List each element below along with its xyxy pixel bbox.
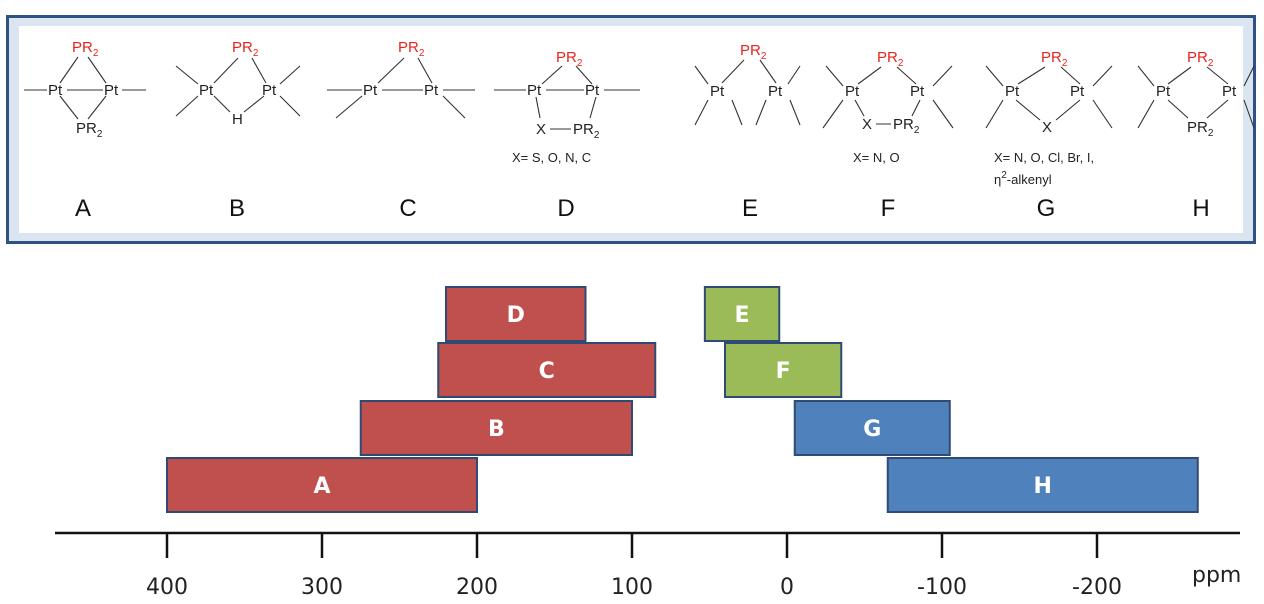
range-bars: A B C D E F G H — [166, 286, 1199, 513]
structure-letter-e: E — [741, 195, 759, 222]
pt-label: Pt — [363, 82, 378, 99]
x-label: X — [1042, 119, 1052, 136]
axis-unit-label: ppm — [1192, 563, 1241, 588]
structure-a: PR2 Pt Pt PR2 — [24, 39, 146, 140]
pr2-label: PR2 — [398, 39, 425, 59]
caption-d: X= S, O, N, C — [512, 150, 591, 165]
range-bar-g — [793, 400, 951, 456]
pr2-label: PR2 — [573, 121, 600, 141]
x-label: X — [862, 116, 872, 133]
pt-label: Pt — [910, 83, 925, 100]
pt-label: Pt — [710, 83, 725, 100]
structure-h: PR2 Pt Pt PR2 — [1137, 49, 1255, 139]
range-bar-d — [445, 286, 587, 342]
pt-label: Pt — [768, 83, 783, 100]
axis-tick-label: 300 — [301, 575, 343, 600]
bond-lines — [327, 57, 475, 119]
structure-g: PR2 Pt Pt X X= N, O, Cl, Br, I, η2-alken… — [985, 49, 1113, 187]
range-bar-c — [437, 342, 657, 398]
structure-c: PR2 Pt Pt — [327, 39, 475, 119]
structure-letter-g: G — [1036, 195, 1056, 222]
pr2-label: PR2 — [740, 42, 767, 62]
pt-label: Pt — [845, 83, 860, 100]
range-bar-label: B — [488, 417, 505, 442]
range-bar-label: D — [507, 303, 525, 328]
pt-label: Pt — [1156, 83, 1171, 100]
structure-letter-a: A — [74, 195, 92, 222]
pt-label: Pt — [1222, 83, 1237, 100]
pt-label: Pt — [1005, 83, 1020, 100]
pt-label: Pt — [104, 82, 119, 99]
pr2-label: PR2 — [1041, 49, 1068, 69]
pr2-label: PR2 — [877, 49, 904, 69]
range-bar-e — [703, 286, 781, 342]
axis-ticks: 400 300 200 100 0 -100 -200 — [146, 533, 1122, 600]
caption-f: X= N, O — [853, 150, 900, 165]
axis-tick-label: -200 — [1072, 575, 1122, 600]
pt-label: Pt — [585, 82, 600, 99]
pr2-label: PR2 — [556, 49, 583, 69]
caption-g-line2: η2-alkenyl — [994, 170, 1052, 187]
axis-tick-label: 0 — [780, 575, 794, 600]
range-bar-label: A — [313, 474, 330, 499]
pt-label: Pt — [199, 82, 214, 99]
structure-b: PR2 Pt Pt H — [175, 39, 301, 128]
structure-letter-c: C — [399, 195, 417, 222]
structures-drawing: PR2 Pt Pt PR2 PR2 Pt Pt H PR2 Pt Pt PR2 … — [24, 39, 1255, 187]
structure-d: PR2 Pt Pt X PR2 X= S, O, N, C — [494, 49, 640, 165]
pr2-label: PR2 — [76, 120, 103, 140]
structure-letter-d: D — [557, 195, 575, 222]
structure-f: PR2 Pt Pt X PR2 X= N, O — [822, 49, 954, 165]
axis-tick-label: 200 — [456, 575, 498, 600]
bond-lines — [24, 56, 146, 120]
structures-panel-inner — [19, 26, 1243, 233]
range-bar-label: F — [776, 359, 791, 384]
range-bar-h — [886, 457, 1199, 513]
pt-label: Pt — [262, 82, 277, 99]
bond-lines — [1137, 65, 1255, 129]
range-bar-b — [359, 400, 633, 456]
axis-tick-label: 100 — [611, 575, 653, 600]
pr2-label: PR2 — [72, 39, 99, 59]
pr2-label: PR2 — [1187, 119, 1214, 139]
bond-lines — [985, 65, 1113, 129]
bond-lines — [175, 57, 301, 117]
structure-letter-b: B — [228, 195, 246, 222]
axis-tick-label: -100 — [917, 575, 967, 600]
range-bar-f — [724, 342, 843, 398]
pr2-label: PR2 — [893, 116, 920, 136]
pr2-label: PR2 — [232, 39, 259, 59]
range-bar-label: E — [735, 303, 750, 328]
range-bar-label: G — [863, 417, 881, 442]
bond-lines — [694, 59, 801, 126]
structure-e: PR2 Pt Pt — [694, 42, 801, 126]
pt-label: Pt — [48, 82, 63, 99]
x-label: X — [536, 121, 546, 138]
structures-panel — [6, 15, 1256, 244]
structure-letter-f: F — [880, 195, 896, 222]
range-bar-a — [166, 457, 478, 513]
pt-label: Pt — [1070, 83, 1085, 100]
range-bar-label: C — [539, 359, 555, 384]
hydride-label: H — [232, 111, 243, 128]
pt-label: Pt — [527, 82, 542, 99]
bond-lines — [822, 65, 954, 129]
bond-lines — [494, 65, 640, 130]
pt-label: Pt — [424, 82, 439, 99]
range-bar-label: H — [1034, 474, 1052, 499]
caption-g-line1: X= N, O, Cl, Br, I, — [994, 150, 1094, 165]
pr2-label: PR2 — [1187, 49, 1214, 69]
structure-letter-h: H — [1192, 195, 1210, 222]
axis-tick-label: 400 — [146, 575, 188, 600]
